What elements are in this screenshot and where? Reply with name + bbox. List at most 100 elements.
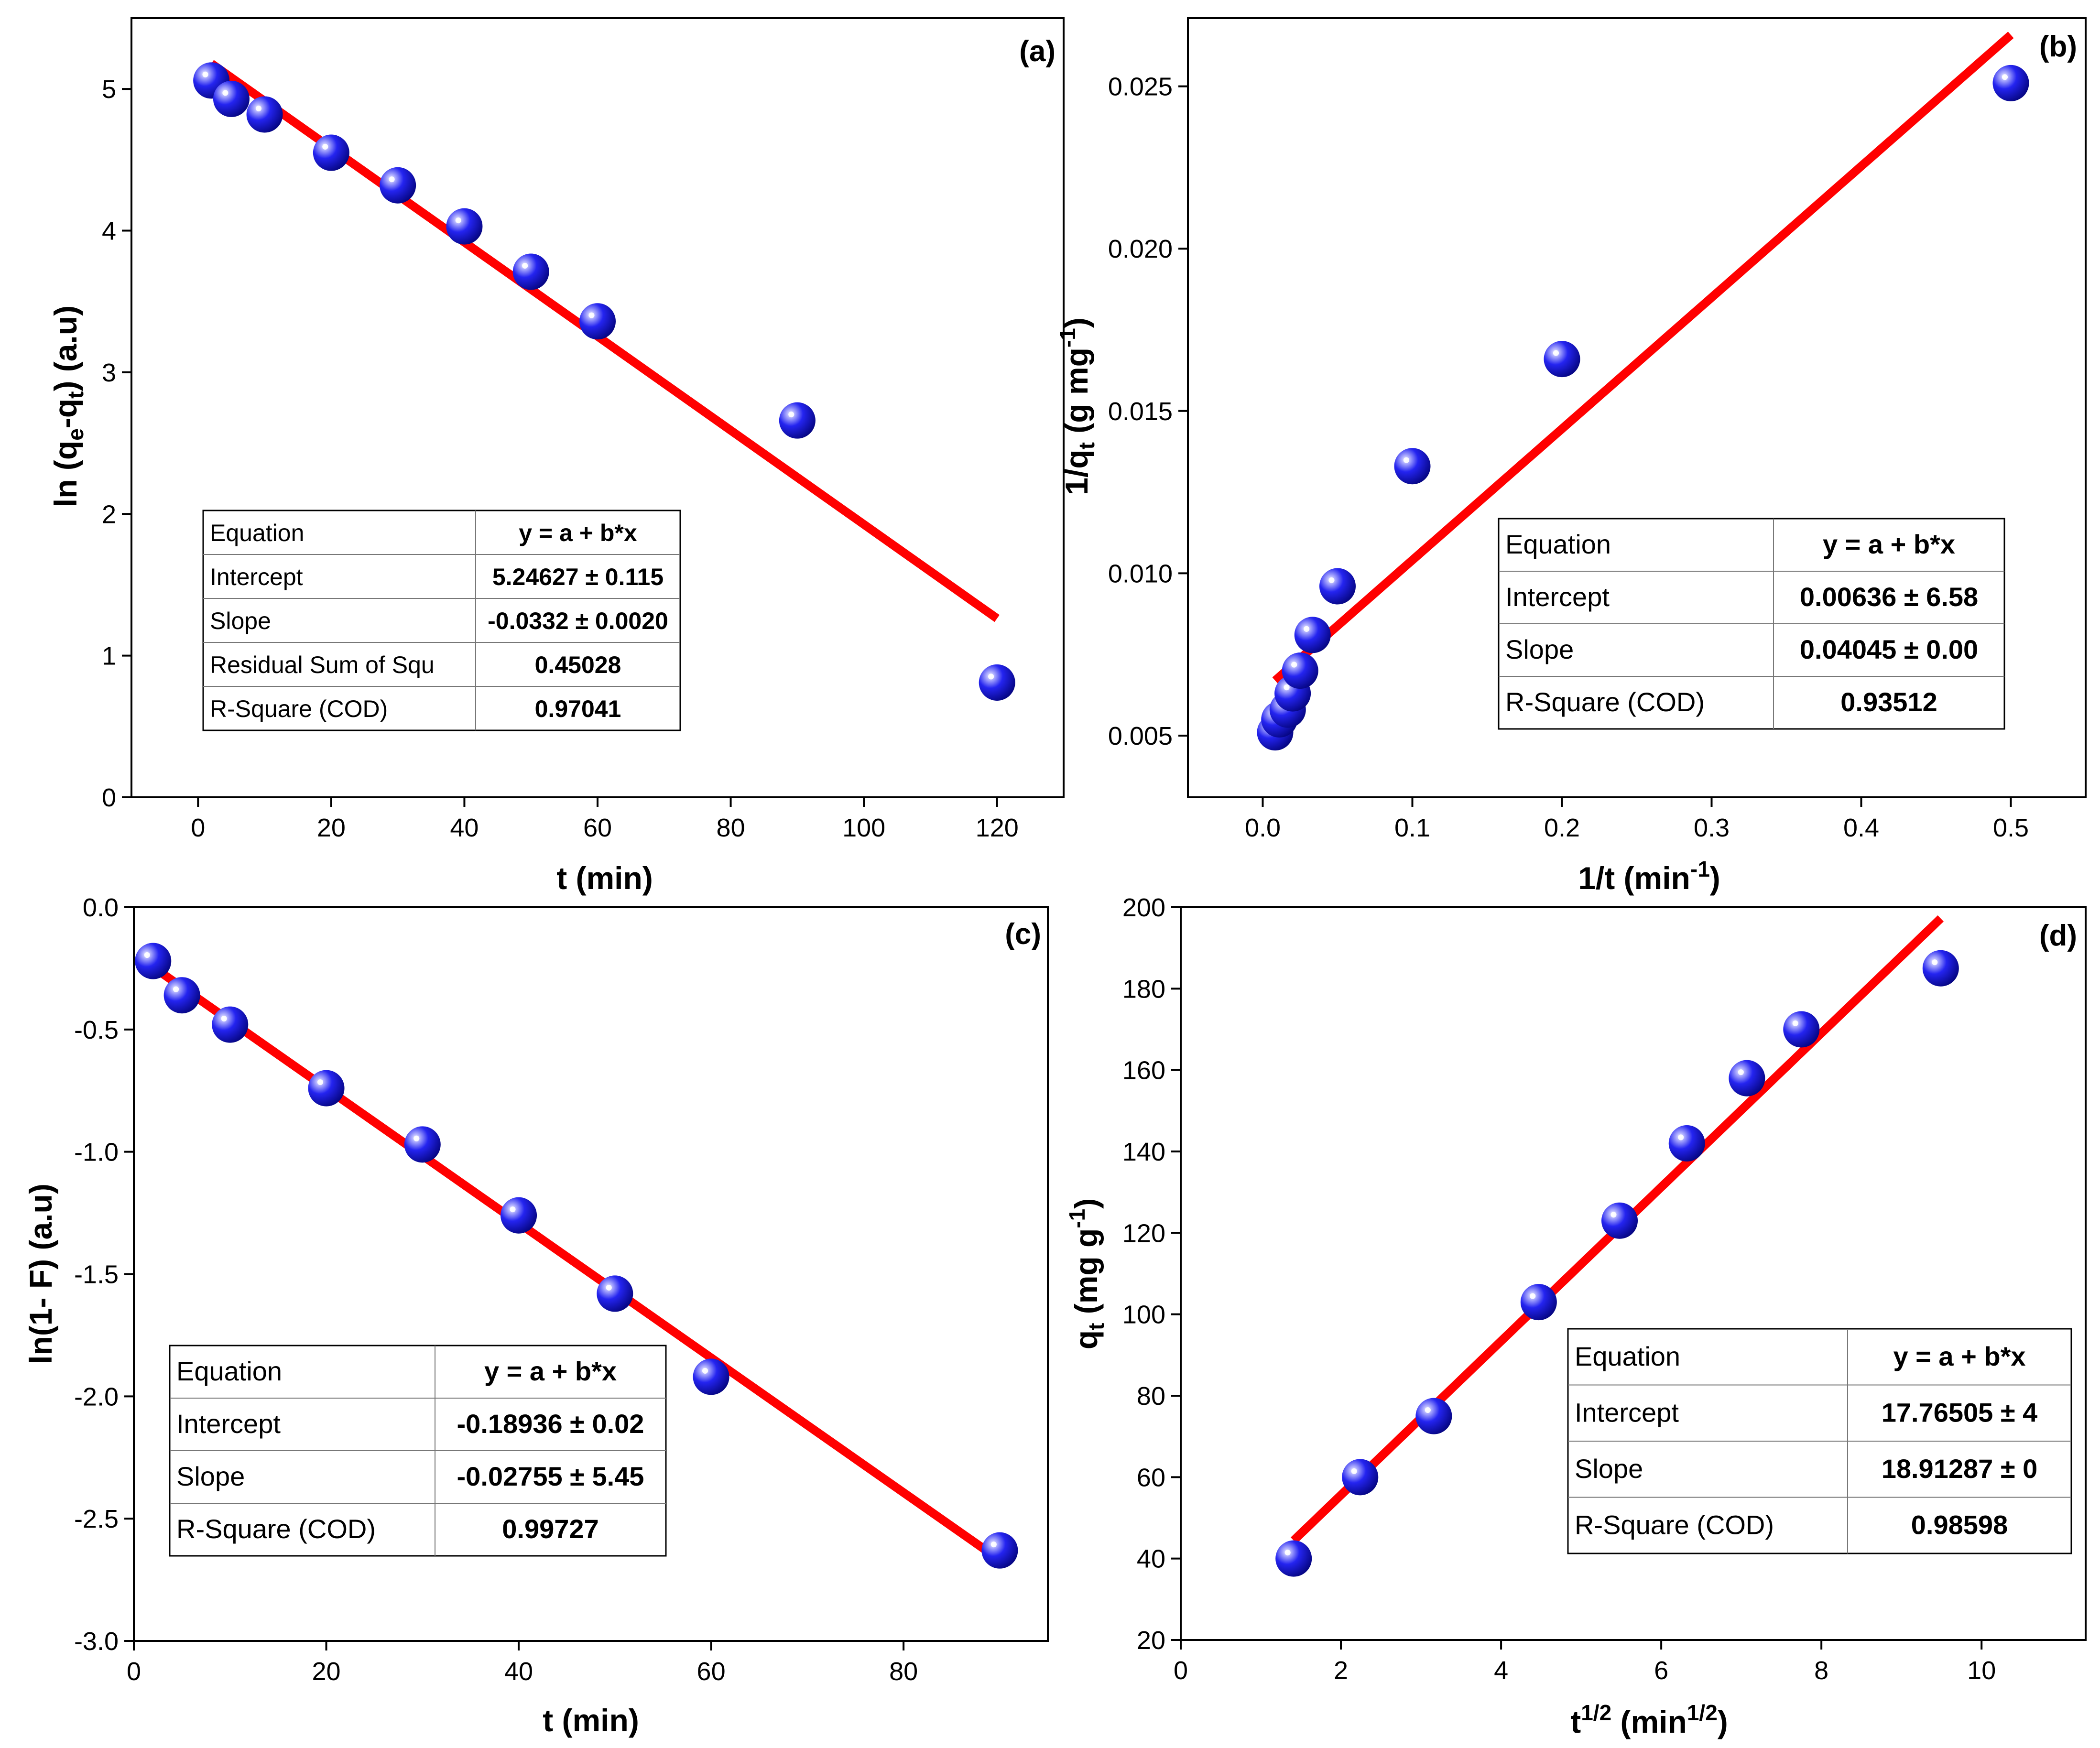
data-point (981, 1532, 1018, 1569)
y-tick-label: 180 (1122, 975, 1165, 1003)
x-tick-label: 60 (697, 1657, 726, 1686)
table-cell-label: Slope (176, 1461, 245, 1491)
data-point (1729, 1060, 1765, 1097)
y-tick-label: 60 (1137, 1463, 1165, 1492)
x-axis-title-main: 1/t (min (1578, 860, 1690, 896)
data-point-highlight (988, 673, 994, 680)
y-axis-title-sup: -1 (1055, 328, 1080, 347)
x-tick-label: 0 (127, 1657, 141, 1686)
data-point-sphere (212, 1006, 249, 1043)
y-axis-title-unit: ) (a.u) (48, 305, 83, 391)
y-axis-title-sub-t: t (1084, 1323, 1109, 1330)
data-point-highlight (1304, 626, 1310, 632)
data-point-highlight (1553, 350, 1559, 356)
x-axis-title-sup2: 1/2 (1687, 1700, 1718, 1725)
x-axis: 0.0 0.1 0.2 0.3 0.4 0.5 (1245, 797, 2029, 842)
table-cell-value: 0.97041 (535, 695, 621, 722)
data-point-highlight (1738, 1069, 1744, 1075)
y-axis-title-sup: -1 (1065, 1209, 1089, 1228)
x-tick-label: 120 (976, 814, 1019, 842)
data-point-sphere (308, 1070, 345, 1107)
y-axis-title: 1/qt (g mg-1) (1055, 317, 1099, 495)
x-axis-title-close: ) (1718, 1704, 1728, 1739)
data-point-sphere (512, 253, 549, 290)
y-tick-label: 200 (1122, 893, 1165, 922)
x-axis-title-sup: 1/2 (1581, 1700, 1611, 1725)
data-point (163, 977, 200, 1014)
x-axis: 0 20 40 60 80 100 120 (191, 797, 1019, 842)
data-point-highlight (1792, 1020, 1798, 1027)
data-point-highlight (588, 312, 595, 318)
data-point-sphere (1394, 448, 1431, 485)
plot-frame (1187, 17, 2087, 798)
panel-label: (a) (1019, 35, 1055, 68)
data-point-sphere (1294, 617, 1331, 653)
data-point (1319, 568, 1356, 605)
data-point-sphere (693, 1358, 729, 1395)
data-point-sphere (1922, 950, 1959, 987)
x-axis-title-t: t (1570, 1704, 1581, 1739)
y-axis-title-unit: (g mg (1059, 347, 1094, 442)
data-point-sphere (1319, 568, 1356, 605)
data-point-highlight (322, 143, 328, 150)
table-cell-value: y = a + b*x (1823, 529, 1955, 559)
table-cell-label: Slope (210, 608, 271, 634)
data-point-highlight (510, 1206, 516, 1213)
y-tick-label: 120 (1122, 1219, 1165, 1248)
x-tick-label: 80 (889, 1657, 918, 1686)
data-point (512, 253, 549, 290)
y-tick-label: 80 (1137, 1382, 1165, 1411)
panel-label: (c) (1005, 918, 1041, 951)
x-tick-label: 6 (1654, 1656, 1668, 1685)
table-cell-label: Equation (1575, 1341, 1680, 1371)
x-tick-label: 40 (504, 1657, 533, 1686)
y-tick-label: -2.0 (74, 1382, 119, 1411)
y-tick-label: 5 (102, 75, 116, 104)
x-axis: 0 20 40 60 80 (127, 1641, 918, 1686)
data-point-highlight (413, 1135, 420, 1141)
table-cell-value: 18.91287 ± 0 (1882, 1454, 2038, 1484)
y-tick-label: 0.020 (1108, 235, 1173, 263)
x-tick-label: 0.5 (1993, 814, 2029, 842)
x-tick-label: 0.2 (1544, 814, 1580, 842)
table-cell-label: Equation (176, 1356, 282, 1386)
data-point-sphere (246, 96, 283, 133)
y-tick-label: 20 (1137, 1626, 1165, 1655)
x-tick-label: 20 (317, 814, 346, 842)
data-point (1275, 1540, 1312, 1577)
data-point-highlight (202, 71, 208, 77)
y-tick-label: -1.0 (74, 1138, 119, 1167)
table-cell-value: 5.24627 ± 0.115 (492, 564, 664, 590)
x-axis-title-close: ) (1710, 860, 1720, 896)
panel-a: 0 20 40 60 80 100 120 0 1 2 3 4 5 (a) t (min) ln (q… (48, 17, 1065, 896)
data-point-highlight (2002, 74, 2008, 80)
table-cell-value: 17.76505 ± 4 (1882, 1397, 2038, 1427)
x-tick-label: 60 (583, 814, 612, 842)
table-border (202, 510, 681, 731)
x-tick-label: 0 (191, 814, 205, 842)
y-tick-label: -1.5 (74, 1260, 119, 1289)
data-point-sphere (404, 1126, 441, 1163)
y-axis-title-unit: (mg g (1068, 1228, 1104, 1323)
data-point-sphere (1668, 1125, 1705, 1162)
data-point (246, 96, 283, 133)
table-cell-label: Residual Sum of Squ (210, 651, 435, 678)
data-point-sphere (213, 80, 250, 117)
y-axis-title-q: q (1068, 1330, 1104, 1349)
data-point-highlight (606, 1284, 612, 1291)
data-point-highlight (1610, 1212, 1617, 1218)
data-point (579, 303, 616, 340)
data-point (1992, 65, 2029, 101)
data-point-sphere (1415, 1398, 1452, 1434)
table-cell-label: Intercept (210, 564, 303, 590)
data-point-sphere (163, 977, 200, 1014)
y-tick-label: 4 (102, 217, 116, 246)
data-point-highlight (1403, 457, 1410, 463)
table-cell-value: 0.45028 (535, 651, 621, 678)
y-axis: 0.005 0.010 0.015 0.020 0.025 (1108, 73, 1188, 750)
data-point-sphere (779, 402, 816, 439)
y-tick-label: 0.025 (1108, 73, 1173, 101)
data-point (446, 208, 483, 245)
table-cell-label: Equation (1505, 529, 1611, 559)
